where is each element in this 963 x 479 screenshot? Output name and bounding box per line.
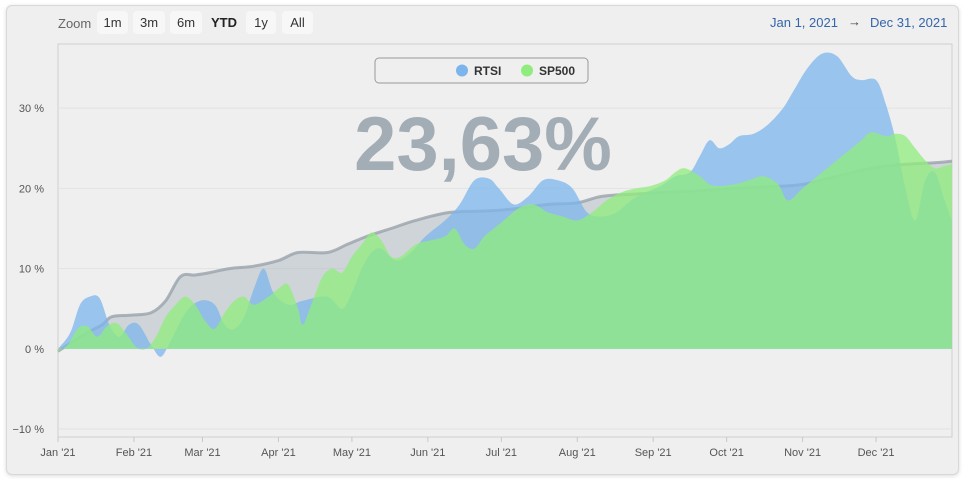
x-tick-label: Dec '21 [858, 447, 895, 459]
x-tick-label: Jul '21 [486, 447, 517, 459]
x-tick-label: Sep '21 [635, 447, 672, 459]
x-tick-label: Mar '21 [184, 447, 220, 459]
y-tick-label: 0 % [25, 344, 44, 356]
zoom-1m-button[interactable]: 1m [97, 11, 128, 34]
y-tick-label: 30 % [19, 103, 44, 115]
legend-box [374, 57, 589, 84]
legend-label-rtsi[interactable]: RTSI [474, 64, 501, 78]
range-to-input[interactable]: Dec 31, 2021 [870, 15, 948, 30]
legend-marker-rtsi[interactable] [456, 64, 468, 77]
legend-marker-sp500[interactable] [521, 64, 533, 77]
x-tick-label: Aug '21 [559, 447, 596, 459]
zoom-3m-button[interactable]: 3m [133, 11, 165, 34]
x-tick-label: Apr '21 [261, 447, 296, 459]
x-tick-label: Feb '21 [116, 447, 152, 459]
range-from-input[interactable]: Jan 1, 2021 [770, 15, 838, 30]
zoom-6m-button[interactable]: 6m [170, 11, 202, 34]
y-tick-label: −10 % [13, 424, 45, 436]
sp500-series-area [58, 132, 952, 352]
x-tick-label: Jun '21 [410, 447, 445, 459]
big-return-value: 23,63% [354, 102, 612, 187]
x-tick-label: Nov '21 [784, 447, 821, 459]
y-tick-label: 20 % [19, 183, 44, 195]
zoom-label: Zoom [58, 16, 92, 31]
zoom-all-button[interactable]: All [282, 11, 313, 34]
x-tick-label: May '21 [333, 447, 371, 459]
legend-label-sp500[interactable]: SP500 [539, 64, 575, 78]
y-tick-label: 10 % [19, 264, 44, 276]
zoom-1y-button[interactable]: 1y [246, 11, 276, 34]
legend: RTSI SP500 [374, 57, 589, 84]
zoom-ytd-button[interactable]: YTD [211, 15, 237, 30]
x-tick-label: Oct '21 [709, 447, 744, 459]
range-arrow-icon: → [848, 14, 861, 29]
x-tick-label: Jan '21 [40, 447, 75, 459]
